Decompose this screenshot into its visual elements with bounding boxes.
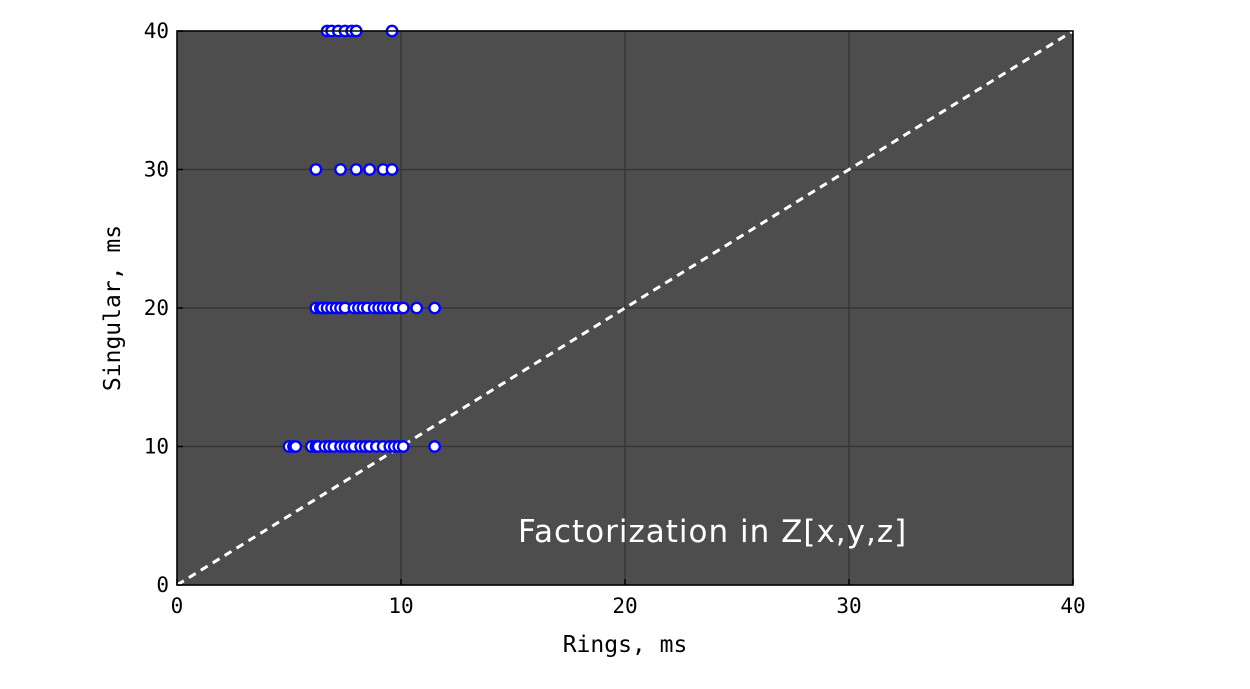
x-tick-label-1: 10 [388, 594, 413, 618]
y-tick-label-0: 0 [156, 573, 169, 597]
x-axis-label: Rings, ms [563, 632, 688, 658]
data-points [282, 24, 441, 453]
data-point-0-2 [289, 440, 303, 453]
y-tick-label-3: 30 [144, 158, 169, 182]
data-point-0-42 [410, 301, 424, 315]
data-point-0-47 [363, 163, 377, 176]
data-point-0-21 [396, 440, 410, 453]
reference-diagonal-line [176, 29, 1074, 587]
x-tick-label-4: 40 [1060, 594, 1085, 618]
x-tick-label-3: 30 [836, 594, 861, 618]
y-axis-label: Singular, ms [100, 225, 126, 391]
data-point-0-22 [428, 440, 441, 453]
data-point-0-46 [349, 163, 363, 176]
y-axis-ticks: 0 10 20 30 40 [144, 19, 183, 597]
data-point-0-43 [428, 301, 441, 315]
data-point-0-41 [396, 301, 410, 315]
data-point-0-49 [385, 163, 399, 176]
data-point-0-44 [309, 163, 323, 176]
chart-annotation: Factorization in Z[x,y,z] [518, 514, 907, 550]
y-tick-label-4: 40 [144, 19, 169, 43]
y-tick-label-1: 10 [144, 435, 169, 459]
data-point-0-45 [334, 163, 347, 176]
y-tick-label-2: 20 [144, 296, 169, 320]
x-tick-label-2: 20 [612, 594, 637, 618]
x-axis-ticks: 0 10 20 30 40 [171, 579, 1086, 618]
x-tick-label-0: 0 [171, 594, 184, 618]
